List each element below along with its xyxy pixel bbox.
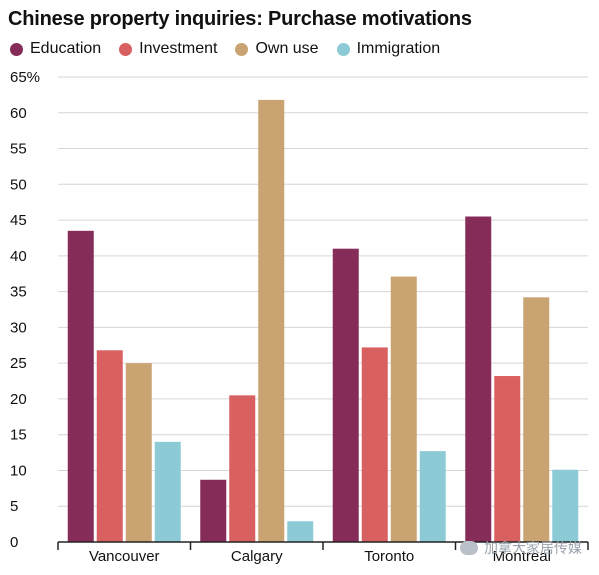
bar-education-vancouver <box>67 230 94 543</box>
bar-own-use-montreal <box>523 297 550 542</box>
y-tick-label: 5 <box>10 498 18 515</box>
legend-label-investment: Investment <box>139 40 218 57</box>
watermark: 加拿大家居传媒 <box>460 538 582 558</box>
bar-own-use-toronto <box>390 276 417 542</box>
bar-immigration-calgary <box>287 521 314 542</box>
legend-item-education: Education <box>10 40 101 58</box>
legend: Education Investment Own use Immigration <box>10 40 458 58</box>
bar-education-montreal <box>465 216 492 542</box>
legend-swatch-own-use <box>235 42 249 56</box>
x-tick-label: Montreal <box>493 548 551 565</box>
legend-label-own-use: Own use <box>255 40 319 57</box>
bar-education-calgary <box>200 479 227 542</box>
bar-investment-toronto <box>361 347 388 542</box>
bar-investment-calgary <box>229 395 256 542</box>
bar-immigration-toronto <box>419 451 446 542</box>
y-tick-label: 30 <box>10 319 27 336</box>
y-tick-label: 20 <box>10 391 27 408</box>
bar-education-toronto <box>332 248 359 542</box>
bar-immigration-montreal <box>552 469 579 542</box>
y-tick-label: 15 <box>10 427 27 444</box>
bar-investment-vancouver <box>96 350 123 542</box>
bar-immigration-vancouver <box>154 441 181 542</box>
legend-swatch-immigration <box>336 42 350 56</box>
y-tick-label: 65% <box>10 69 40 86</box>
bar-own-use-calgary <box>258 99 285 543</box>
x-tick-label: Vancouver <box>89 548 160 565</box>
y-tick-label: 60 <box>10 105 27 122</box>
y-tick-label: 0 <box>10 534 18 551</box>
y-tick-label: 45 <box>10 212 27 229</box>
y-tick-label: 35 <box>10 284 27 301</box>
watermark-text: 加拿大家居传媒 <box>484 540 582 556</box>
legend-swatch-education <box>10 42 23 56</box>
y-tick-label: 50 <box>10 176 27 193</box>
chart-title: Chinese property inquiries: Purchase mot… <box>8 8 472 30</box>
y-tick-label: 10 <box>10 462 27 479</box>
legend-label-immigration: Immigration <box>356 40 441 57</box>
x-tick-label: Toronto <box>364 548 414 565</box>
y-tick-label: 40 <box>10 248 27 265</box>
wechat-icon <box>460 541 478 555</box>
legend-item-immigration: Immigration <box>336 40 441 58</box>
bar-investment-montreal <box>494 376 521 542</box>
legend-swatch-investment <box>119 42 133 56</box>
legend-item-own-use: Own use <box>235 40 319 58</box>
y-tick-label: 55 <box>10 141 27 158</box>
y-tick-label: 25 <box>10 355 27 372</box>
legend-label-education: Education <box>30 40 102 57</box>
x-tick-label: Calgary <box>231 548 283 565</box>
bar-own-use-vancouver <box>125 363 152 542</box>
legend-item-investment: Investment <box>119 40 217 58</box>
